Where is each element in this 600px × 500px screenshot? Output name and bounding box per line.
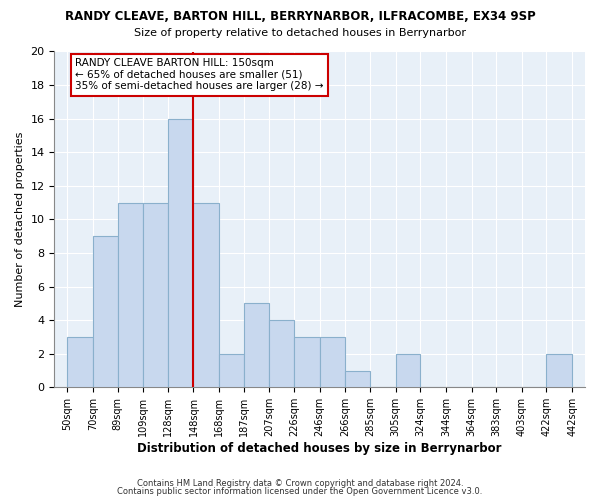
Bar [143,202,168,388]
Bar [219,354,244,388]
Text: Contains public sector information licensed under the Open Government Licence v3: Contains public sector information licen… [118,487,482,496]
Bar [244,304,269,388]
Text: Contains HM Land Registry data © Crown copyright and database right 2024.: Contains HM Land Registry data © Crown c… [137,478,463,488]
Y-axis label: Number of detached properties: Number of detached properties [15,132,25,307]
Bar [168,118,193,388]
Bar [547,354,572,388]
Bar [118,202,143,388]
Bar [320,337,346,388]
Bar [67,337,93,388]
Bar [269,320,294,388]
Text: Size of property relative to detached houses in Berrynarbor: Size of property relative to detached ho… [134,28,466,38]
Text: RANDY CLEAVE BARTON HILL: 150sqm
← 65% of detached houses are smaller (51)
35% o: RANDY CLEAVE BARTON HILL: 150sqm ← 65% o… [75,58,323,92]
Bar [395,354,420,388]
X-axis label: Distribution of detached houses by size in Berrynarbor: Distribution of detached houses by size … [137,442,502,455]
Bar [294,337,320,388]
Bar [193,202,219,388]
Bar [93,236,118,388]
Bar [346,370,370,388]
Text: RANDY CLEAVE, BARTON HILL, BERRYNARBOR, ILFRACOMBE, EX34 9SP: RANDY CLEAVE, BARTON HILL, BERRYNARBOR, … [65,10,535,23]
